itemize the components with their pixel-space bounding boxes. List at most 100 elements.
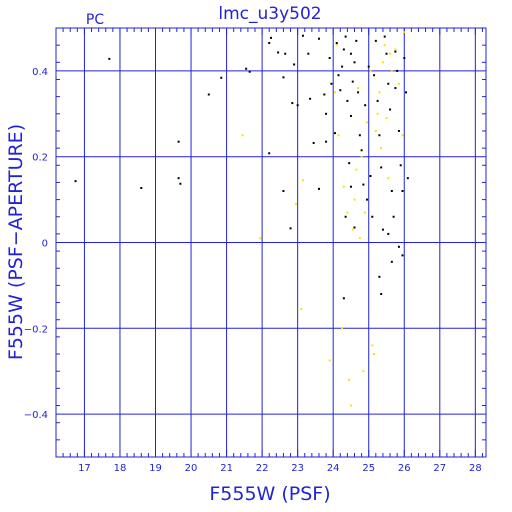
- black-data-point: [399, 164, 402, 167]
- black-data-point: [337, 74, 340, 77]
- yellow-data-point: [353, 198, 356, 201]
- black-data-point: [328, 57, 331, 60]
- grid: [56, 28, 486, 457]
- black-data-point: [333, 132, 336, 135]
- black-data-point: [381, 228, 384, 231]
- black-data-point: [367, 65, 370, 68]
- x-tick-label: 18: [114, 463, 127, 474]
- black-data-point: [342, 297, 345, 300]
- black-data-point: [353, 226, 356, 229]
- black-data-point: [341, 65, 344, 68]
- black-data-point: [177, 140, 180, 143]
- yellow-data-point: [337, 134, 340, 137]
- black-data-point: [282, 190, 285, 193]
- black-data-point: [207, 93, 210, 96]
- x-tick-label: 21: [220, 463, 233, 474]
- yellow-data-point: [341, 327, 344, 330]
- x-axis-title: F555W (PSF): [209, 483, 330, 505]
- black-data-point: [401, 254, 404, 257]
- black-data-point: [293, 63, 296, 66]
- y-tick-label: 0: [42, 239, 48, 250]
- black-data-point: [179, 182, 182, 185]
- yellow-data-point: [301, 179, 304, 182]
- yellow-data-point: [397, 82, 400, 85]
- black-data-point: [268, 152, 271, 155]
- black-data-point: [335, 42, 338, 45]
- black-data-point: [220, 76, 223, 79]
- black-data-point: [309, 97, 312, 100]
- black-data-point: [403, 57, 406, 60]
- black-data-point: [270, 36, 272, 39]
- yellow-data-point: [385, 117, 388, 120]
- black-data-point: [323, 93, 326, 96]
- yellow-data-point: [351, 228, 354, 231]
- plot-frame: [55, 27, 487, 458]
- black-data-point: [392, 215, 395, 218]
- black-data-point: [383, 35, 386, 38]
- yellow-data-point: [355, 168, 358, 171]
- black-data-point: [74, 180, 77, 183]
- yellow-data-point: [381, 61, 384, 64]
- yellow-data-point: [362, 370, 365, 373]
- chart-title: lmc_u3y502: [218, 4, 321, 24]
- black-data-point: [373, 74, 376, 77]
- x-tick-label: 19: [149, 463, 162, 474]
- yellow-data-point: [349, 404, 352, 407]
- y-tick-label: 0.4: [32, 67, 48, 78]
- black-data-point: [317, 37, 320, 40]
- black-data-point: [351, 80, 354, 83]
- black-data-point: [248, 70, 251, 73]
- yellow-data-point: [241, 134, 244, 137]
- black-data-point: [282, 76, 285, 79]
- yellow-data-point: [390, 69, 393, 72]
- x-tick-label: 22: [256, 463, 269, 474]
- black-data-point: [385, 52, 388, 55]
- black-data-point: [387, 82, 390, 85]
- black-data-point: [344, 35, 347, 38]
- black-data-point: [405, 91, 408, 94]
- black-data-point: [284, 52, 287, 55]
- yellow-data-point: [365, 121, 368, 124]
- yellow-data-point: [259, 237, 262, 240]
- yellow-data-point: [294, 202, 297, 205]
- yellow-data-point: [369, 69, 372, 72]
- black-data-point: [339, 89, 342, 92]
- yellow-data-point: [373, 353, 376, 356]
- y-tick-label: 0.2: [32, 153, 48, 164]
- black-data-point: [380, 292, 383, 295]
- black-data-point: [360, 149, 363, 152]
- yellow-data-point: [403, 31, 406, 34]
- yellow-data-point: [348, 378, 351, 381]
- black-data-point: [317, 187, 320, 190]
- black-data-point: [390, 190, 393, 193]
- y-tick-label: −0.2: [24, 324, 48, 335]
- black-data-point: [301, 34, 304, 37]
- x-tick-label: 27: [433, 463, 446, 474]
- black-data-point: [394, 87, 397, 90]
- yellow-data-point: [380, 147, 383, 150]
- yellow-data-point: [378, 91, 381, 94]
- yellow-data-point: [387, 177, 390, 180]
- black-data-point: [394, 50, 397, 53]
- yellow-data-point: [383, 44, 386, 47]
- black-data-point: [349, 114, 352, 117]
- black-data-point: [296, 104, 299, 107]
- black-data-point: [349, 185, 352, 188]
- yellow-data-point: [358, 237, 361, 240]
- black-data-point: [376, 99, 379, 102]
- black-data-point: [349, 52, 352, 55]
- x-tick-label: 17: [78, 463, 91, 474]
- black-data-point: [378, 275, 381, 278]
- black-data-point: [380, 166, 383, 169]
- black-data-point: [378, 134, 381, 137]
- yellow-data-point: [328, 359, 331, 362]
- black-data-point: [397, 129, 400, 132]
- yellow-data-point: [346, 211, 349, 214]
- black-data-point: [177, 177, 180, 180]
- black-data-point: [355, 39, 358, 42]
- black-data-point: [362, 183, 365, 186]
- x-tick-label: 28: [469, 463, 482, 474]
- black-data-point: [397, 245, 400, 248]
- black-data-point: [389, 108, 392, 111]
